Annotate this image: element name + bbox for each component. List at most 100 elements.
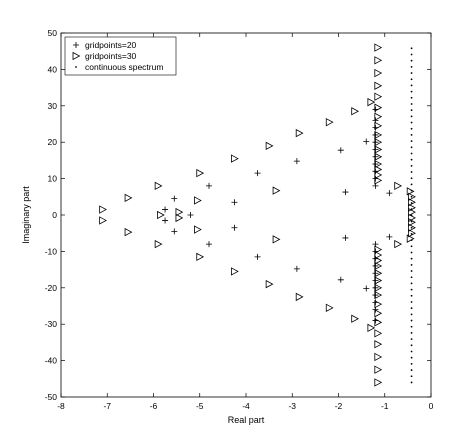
data-point-continuous-spectrum: [410, 208, 413, 211]
data-point-gridpoints-30: [408, 192, 416, 201]
data-point-continuous-spectrum: [410, 195, 413, 198]
data-point-continuous-spectrum: [410, 152, 413, 155]
data-point-gridpoints-20: [206, 182, 212, 189]
data-point-gridpoints-30: [295, 292, 304, 302]
data-point-continuous-spectrum: [410, 121, 413, 124]
data-point-gridpoints-30: [196, 168, 205, 178]
data-point-gridpoints-30: [394, 239, 403, 249]
data-point-gridpoints-30: [374, 300, 383, 309]
data-point-gridpoints-20: [171, 195, 178, 202]
data-point-continuous-spectrum: [410, 375, 413, 378]
data-point-gridpoints-30: [194, 196, 202, 205]
data-point-continuous-spectrum: [410, 183, 413, 186]
data-point-continuous-spectrum: [410, 59, 413, 62]
data-point-continuous-spectrum: [410, 239, 413, 242]
x-tick-label: -1: [381, 401, 389, 411]
x-tick-label: -7: [103, 401, 111, 411]
data-point-continuous-spectrum: [410, 257, 413, 260]
data-point-gridpoints-30: [124, 193, 133, 203]
data-point-gridpoints-30: [265, 279, 274, 289]
data-point-continuous-spectrum: [410, 171, 413, 173]
data-point-gridpoints-30: [408, 218, 416, 227]
data-point-continuous-spectrum: [410, 78, 413, 81]
data-point-gridpoints-30: [175, 207, 184, 217]
data-point-gridpoints-30: [408, 223, 416, 232]
data-point-continuous-spectrum: [410, 202, 413, 204]
data-point-continuous-spectrum: [410, 226, 413, 229]
y-tick-label: 30: [48, 101, 58, 111]
data-point-gridpoints-20: [363, 138, 370, 145]
legend-item-gridpoints-20: gridpoints=20: [73, 40, 137, 50]
data-point-continuous-spectrum: [410, 332, 413, 334]
data-point-gridpoints-20: [337, 276, 344, 283]
data-point-continuous-spectrum: [410, 220, 413, 223]
data-point-gridpoints-30: [374, 103, 383, 112]
legend-marker-dot: [75, 66, 77, 68]
data-point-continuous-spectrum: [410, 251, 413, 254]
data-point-continuous-spectrum: [410, 325, 413, 328]
data-point-continuous-spectrum: [410, 319, 413, 322]
data-point-continuous-spectrum: [410, 158, 413, 161]
data-point-gridpoints-30: [124, 227, 133, 237]
data-point-gridpoints-30: [99, 216, 107, 225]
data-point-continuous-spectrum: [410, 270, 413, 272]
data-point-gridpoints-30: [374, 176, 383, 185]
legend-label-gridpoints-20: gridpoints=20: [85, 40, 137, 50]
data-point-continuous-spectrum: [410, 294, 413, 297]
data-point-continuous-spectrum: [410, 65, 413, 68]
data-point-gridpoints-30: [351, 107, 360, 116]
data-point-continuous-spectrum: [410, 301, 413, 303]
data-point-continuous-spectrum: [410, 214, 413, 217]
data-point-continuous-spectrum: [410, 288, 413, 291]
legend: gridpoints=20 gridpoints=30 continuous s…: [64, 36, 177, 76]
data-point-continuous-spectrum: [410, 307, 413, 310]
data-point-gridpoints-30: [374, 318, 383, 327]
axis-ticks: -8 -7 -6 -5 -4 -3 -2 -1 0-50-40-30-20-1001020304…: [45, 28, 434, 411]
data-point-continuous-spectrum: [410, 276, 413, 279]
data-point-gridpoints-30: [154, 181, 163, 191]
legend-dot-marker: [75, 66, 77, 68]
data-point-gridpoints-20: [162, 217, 169, 224]
data-point-gridpoints-20: [206, 241, 212, 248]
data-point-gridpoints-20: [372, 270, 379, 277]
data-point-gridpoints-30: [406, 234, 415, 243]
data-point-gridpoints-30: [374, 56, 383, 65]
data-point-gridpoints-30: [231, 267, 239, 276]
data-point-gridpoints-30: [374, 145, 383, 154]
data-point-gridpoints-20: [372, 131, 379, 138]
y-tick-label: -10: [45, 246, 58, 256]
x-tick-label: -4: [242, 401, 250, 411]
data-point-gridpoints-30: [374, 152, 383, 161]
data-point-gridpoints-30: [374, 269, 383, 278]
data-point-continuous-spectrum: [410, 109, 413, 112]
data-point-gridpoints-30: [175, 213, 184, 223]
data-point-gridpoints-30: [325, 118, 334, 127]
data-point-continuous-spectrum: [410, 90, 413, 93]
data-point-gridpoints-30: [154, 239, 163, 249]
data-point-gridpoints-30: [374, 245, 383, 254]
data-point-gridpoints-20: [293, 158, 300, 165]
y-tick-label: -30: [45, 319, 58, 329]
y-tick-label: -50: [45, 392, 58, 402]
data-point-gridpoints-30: [374, 68, 383, 78]
data-point-gridpoints-20: [337, 147, 344, 154]
data-point-gridpoints-30: [374, 290, 383, 300]
data-point-gridpoints-30: [367, 323, 376, 333]
data-point-continuous-spectrum: [410, 127, 413, 130]
data-point-gridpoints-30: [374, 378, 383, 387]
data-point-gridpoints-30: [99, 205, 107, 214]
data-point-gridpoints-20: [342, 234, 349, 241]
data-point-gridpoints-30: [374, 352, 383, 362]
data-point-continuous-spectrum: [410, 282, 413, 285]
data-point-gridpoints-30: [374, 130, 383, 140]
data-point-gridpoints-30: [231, 154, 239, 163]
data-point-gridpoints-30: [374, 309, 383, 318]
data-point-continuous-spectrum: [410, 177, 413, 180]
data-point-continuous-spectrum: [410, 140, 413, 143]
x-tick-label: 0: [429, 401, 434, 411]
data-point-gridpoints-30: [157, 210, 165, 220]
y-axis-label: Imaginary part: [21, 186, 31, 244]
y-tick-label: 0: [52, 210, 57, 220]
legend-item-continuous-spectrum: continuous spectrum: [75, 62, 163, 72]
data-point-gridpoints-30: [374, 340, 383, 349]
